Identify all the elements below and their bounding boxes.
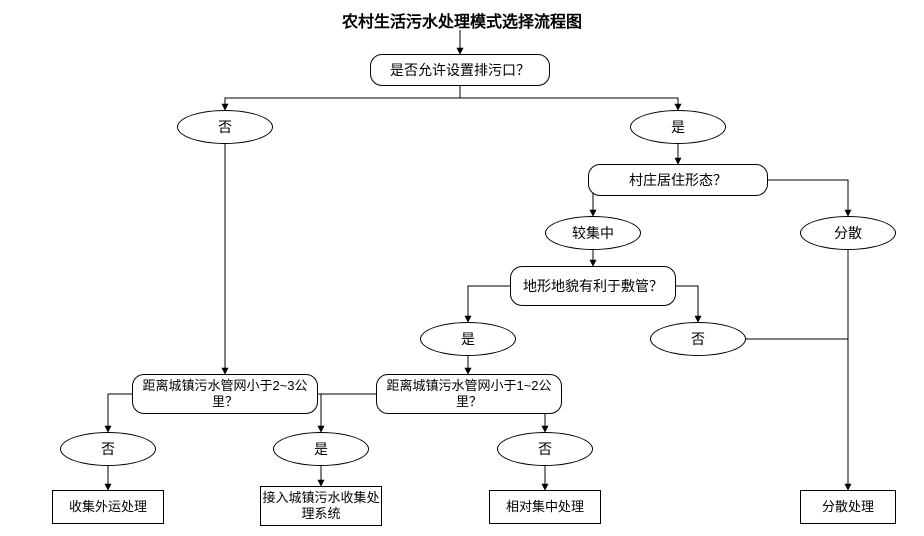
chart-title: 农村生活污水处理模式选择流程图 bbox=[0, 8, 924, 32]
node-y4: 是 bbox=[273, 432, 369, 466]
node-r4: 分散处理 bbox=[800, 490, 896, 524]
edge bbox=[108, 394, 132, 432]
node-no1: 否 bbox=[177, 110, 273, 144]
node-jz: 较集中 bbox=[545, 216, 641, 250]
node-q3: 地形地貌有利于敷管？ bbox=[510, 266, 676, 306]
node-q5: 距离城镇污水管网小于1~2公里？ bbox=[376, 374, 562, 414]
node-q1: 是否允许设置排污口？ bbox=[370, 54, 550, 86]
node-n4: 否 bbox=[60, 432, 156, 466]
node-yes1: 是 bbox=[630, 110, 726, 144]
node-q4: 距离城镇污水管网小于2~3公里？ bbox=[132, 374, 318, 414]
node-r3: 相对集中处理 bbox=[489, 490, 601, 524]
edge bbox=[318, 394, 321, 432]
edge bbox=[468, 286, 510, 322]
node-n3: 否 bbox=[650, 322, 746, 356]
node-fs: 分散 bbox=[800, 216, 896, 250]
node-q2: 村庄居住形态？ bbox=[588, 164, 768, 196]
node-r1: 收集外运处理 bbox=[52, 490, 164, 524]
edge bbox=[676, 286, 698, 322]
node-y3: 是 bbox=[420, 322, 516, 356]
edge bbox=[460, 86, 678, 110]
node-r2: 接入城镇污水收集处理系统 bbox=[260, 486, 382, 526]
edge bbox=[768, 180, 848, 216]
edge bbox=[225, 86, 460, 110]
node-n5: 否 bbox=[497, 432, 593, 466]
